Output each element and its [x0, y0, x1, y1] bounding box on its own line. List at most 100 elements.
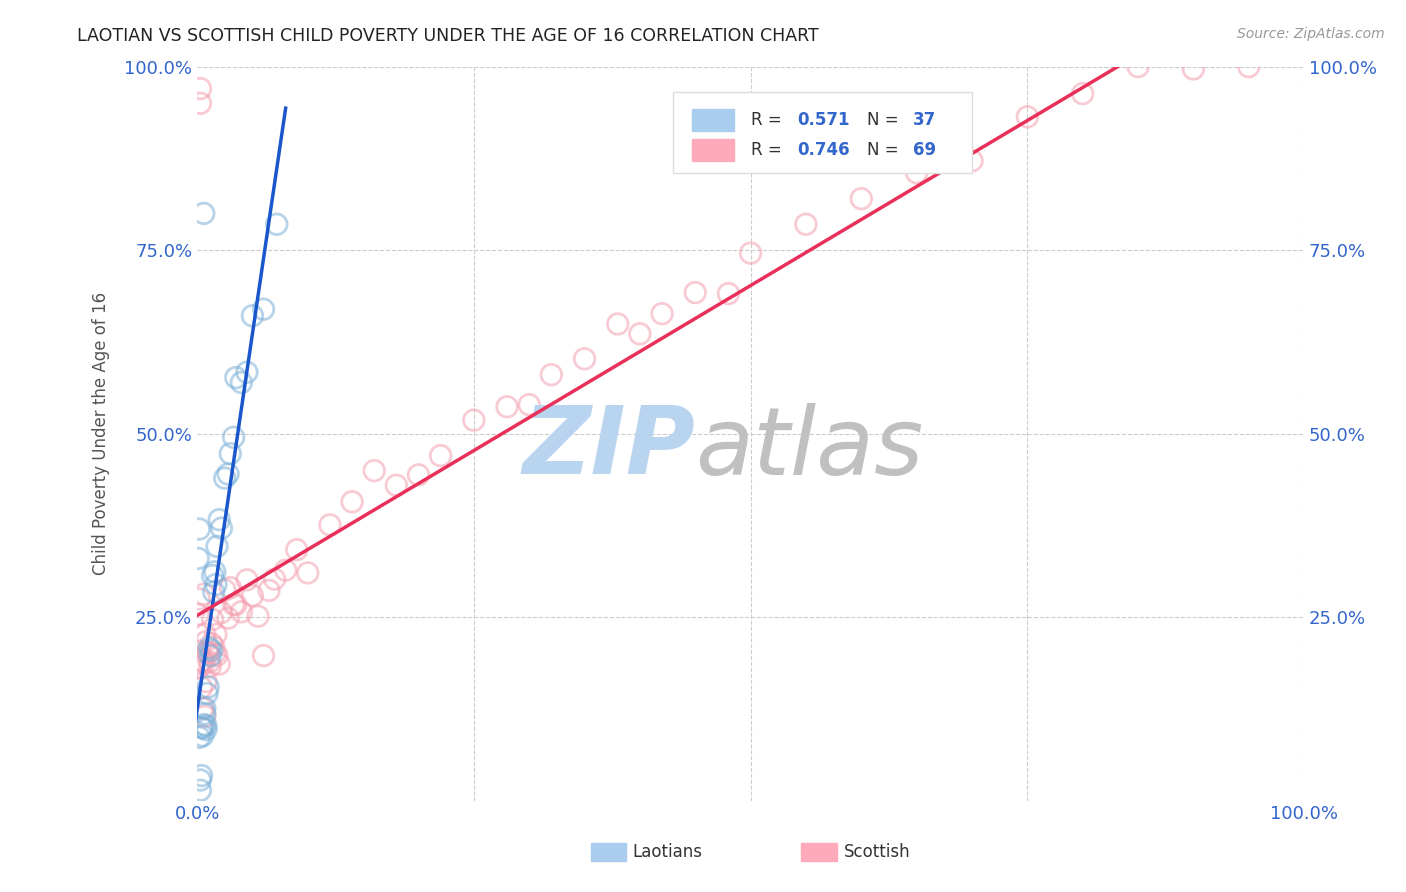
Point: [1071, 87, 1094, 101]
Point: [208, 513, 231, 527]
Point: [219, 447, 242, 461]
Point: [194, 634, 217, 648]
Point: [214, 471, 236, 485]
Point: [236, 365, 259, 379]
Text: 37: 37: [914, 112, 936, 129]
Point: [202, 640, 225, 654]
Point: [200, 637, 222, 651]
Point: [225, 370, 247, 384]
Text: atlas: atlas: [695, 403, 924, 494]
Point: [190, 96, 212, 111]
Point: [201, 613, 224, 627]
Point: [408, 467, 430, 482]
Point: [266, 217, 288, 231]
Text: N =: N =: [868, 141, 904, 159]
Point: [217, 467, 239, 481]
Text: ZIP: ZIP: [523, 402, 695, 494]
Point: [194, 674, 217, 689]
Point: [188, 591, 211, 606]
Point: [205, 627, 228, 641]
Text: N =: N =: [868, 112, 904, 129]
Point: [1182, 62, 1205, 76]
Point: [193, 206, 215, 220]
Point: [195, 645, 218, 659]
Point: [242, 309, 264, 323]
Point: [193, 657, 215, 671]
Point: [252, 302, 274, 317]
Point: [208, 657, 231, 671]
Point: [960, 153, 983, 168]
Point: [197, 680, 219, 694]
Point: [222, 598, 245, 612]
Point: [297, 566, 319, 580]
Point: [463, 413, 485, 427]
Point: [190, 783, 212, 797]
Point: [225, 598, 247, 612]
Point: [217, 611, 239, 625]
Point: [188, 731, 211, 745]
Point: [651, 307, 673, 321]
Point: [574, 351, 596, 366]
Point: [191, 729, 214, 743]
Point: [319, 517, 342, 532]
Point: [190, 81, 212, 95]
Point: [285, 542, 308, 557]
Point: [540, 368, 562, 382]
Point: [740, 246, 762, 260]
Point: [191, 721, 214, 735]
Point: [200, 643, 222, 657]
Text: 0.746: 0.746: [797, 141, 849, 159]
Point: [190, 721, 212, 735]
Point: [209, 606, 232, 620]
Text: 0.571: 0.571: [797, 112, 849, 129]
Text: Laotians: Laotians: [633, 843, 703, 861]
Text: R =: R =: [751, 141, 786, 159]
Text: Source: ZipAtlas.com: Source: ZipAtlas.com: [1237, 27, 1385, 41]
Point: [1126, 60, 1149, 74]
Point: [200, 659, 222, 673]
Point: [429, 449, 451, 463]
Y-axis label: Child Poverty Under the Age of 16: Child Poverty Under the Age of 16: [93, 292, 110, 575]
Point: [204, 647, 226, 661]
Point: [200, 648, 222, 663]
Point: [794, 217, 817, 231]
Point: [606, 317, 628, 331]
FancyBboxPatch shape: [673, 92, 972, 173]
Point: [194, 723, 217, 737]
FancyBboxPatch shape: [692, 109, 734, 131]
Point: [219, 581, 242, 595]
Point: [851, 192, 873, 206]
Point: [190, 768, 212, 782]
Point: [209, 521, 232, 535]
Point: [274, 563, 297, 577]
Point: [197, 646, 219, 660]
Point: [201, 568, 224, 582]
Point: [188, 522, 211, 536]
Point: [194, 709, 217, 723]
Point: [194, 718, 217, 732]
Point: [363, 464, 385, 478]
Point: [517, 398, 540, 412]
Point: [202, 585, 225, 599]
Point: [628, 326, 651, 341]
Text: 69: 69: [914, 141, 936, 159]
Point: [214, 582, 236, 597]
Point: [187, 661, 209, 675]
Point: [194, 701, 217, 715]
Point: [205, 577, 228, 591]
Point: [252, 648, 274, 663]
Point: [194, 706, 217, 721]
Point: [190, 654, 212, 668]
Point: [340, 495, 363, 509]
Point: [242, 589, 264, 603]
Point: [205, 540, 228, 554]
Point: [190, 772, 212, 787]
Point: [193, 587, 215, 601]
Point: [198, 641, 221, 656]
Point: [191, 654, 214, 668]
Point: [263, 572, 285, 586]
Point: [191, 701, 214, 715]
Point: [231, 376, 253, 390]
Point: [385, 478, 408, 492]
Point: [190, 681, 212, 695]
